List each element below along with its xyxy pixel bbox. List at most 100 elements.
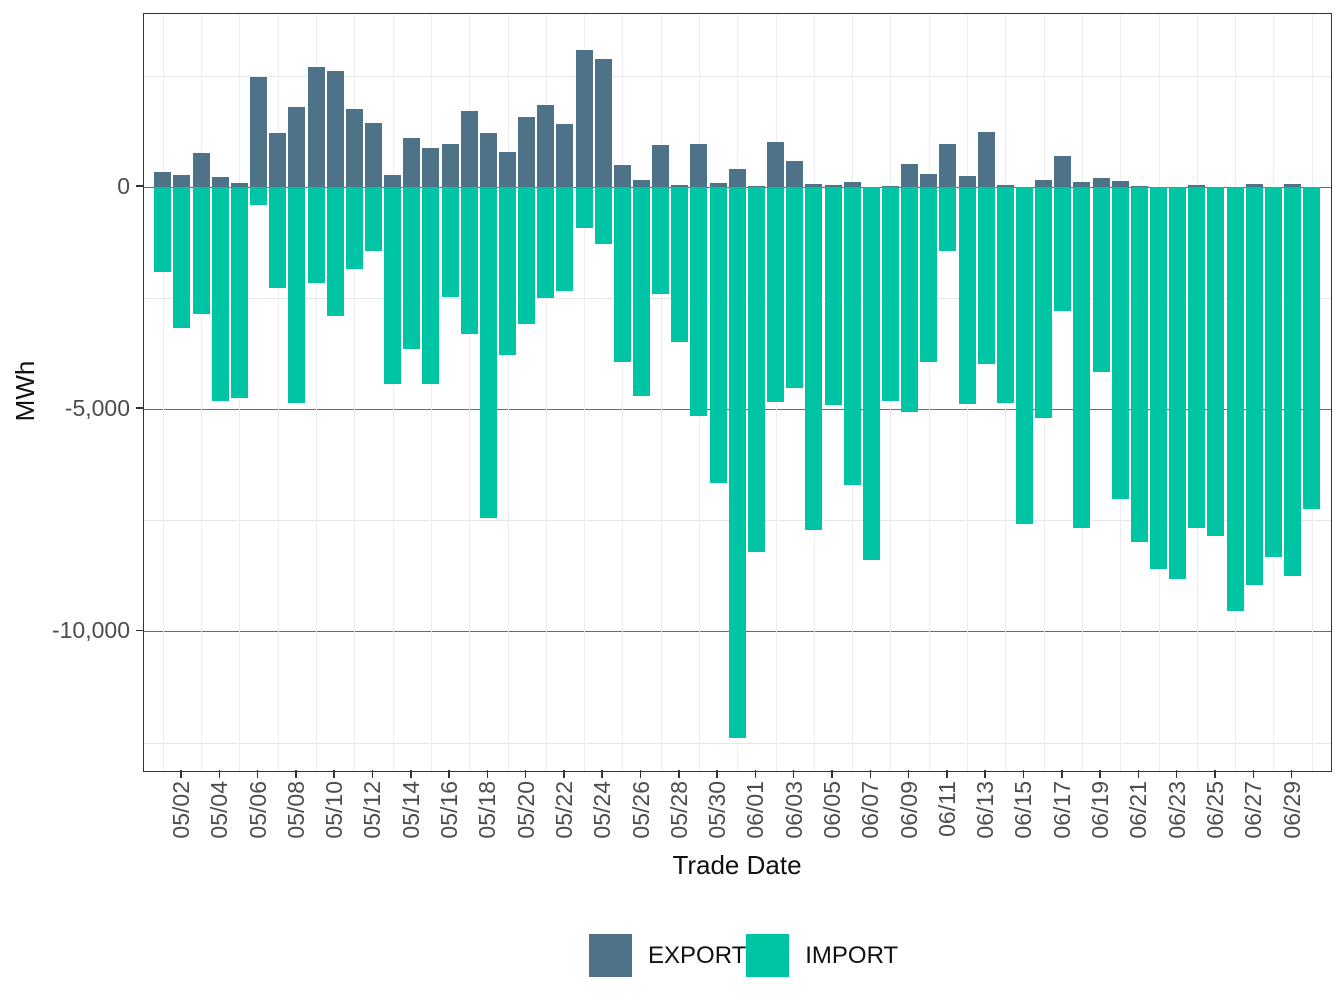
- import-bar: [1284, 187, 1302, 576]
- gridline-minor-x: [928, 14, 930, 771]
- import-bar: [652, 187, 670, 295]
- import-bar: [709, 187, 727, 483]
- export-bar: [1245, 183, 1263, 187]
- import-bar: [307, 187, 325, 283]
- gridline-minor-x: [622, 14, 624, 771]
- gridline-minor-x: [430, 14, 432, 771]
- x-axis-tick-label: 05/18: [474, 781, 501, 839]
- gridline-minor-x: [354, 14, 356, 771]
- export-bar: [843, 182, 861, 187]
- export-bar: [422, 148, 440, 187]
- export-bar: [403, 138, 421, 187]
- export-bar: [556, 124, 574, 187]
- x-axis-tick-label: 06/03: [780, 781, 807, 839]
- export-bar: [1092, 178, 1110, 187]
- export-bar: [881, 186, 899, 187]
- export-bar: [575, 50, 593, 187]
- import-bar: [479, 187, 497, 518]
- x-axis-tick-label: 05/10: [321, 781, 348, 839]
- x-axis-tick-label: 05/30: [704, 781, 731, 839]
- export-bar: [920, 173, 938, 187]
- import-bar: [594, 187, 612, 244]
- import-bar: [1035, 187, 1053, 418]
- import-bar: [996, 187, 1014, 403]
- import-bar: [154, 187, 172, 272]
- import-bar: [326, 187, 344, 316]
- import-bar: [1169, 187, 1187, 579]
- export-bar: [441, 143, 459, 187]
- x-axis-tick: [1137, 770, 1140, 778]
- export-bar: [901, 164, 919, 187]
- export-bar: [690, 143, 708, 187]
- gridline-minor-x: [469, 14, 471, 771]
- import-bar: [422, 187, 440, 385]
- import-bar: [460, 187, 478, 334]
- export-bar: [518, 116, 536, 187]
- gridline-minor-x: [277, 14, 279, 771]
- x-axis-tick-label: 05/20: [512, 781, 539, 839]
- import-bar: [1092, 187, 1110, 372]
- export-bar: [633, 180, 651, 187]
- y-axis-tick-label: -10,000: [51, 617, 130, 644]
- x-axis-tick-label: 06/09: [895, 781, 922, 839]
- x-axis-tick-label: 06/27: [1240, 781, 1267, 839]
- import-bar: [441, 187, 459, 297]
- import-bar: [881, 187, 899, 402]
- export-bar: [1130, 186, 1148, 187]
- import-bar: [403, 187, 421, 350]
- import-bar: [728, 187, 746, 739]
- export-bar: [364, 122, 382, 187]
- export-bar: [537, 104, 555, 187]
- export-bar: [326, 71, 344, 187]
- export-bar: [652, 144, 670, 187]
- export-bar: [1111, 180, 1129, 187]
- import-bar: [977, 187, 995, 365]
- legend-swatch-export: [589, 934, 632, 977]
- x-axis-tick-label: 06/25: [1201, 781, 1228, 839]
- x-axis-tick: [333, 770, 335, 778]
- x-axis-tick: [716, 770, 718, 778]
- import-bar: [633, 187, 651, 397]
- x-axis-tick: [1290, 770, 1293, 778]
- export-bar: [613, 164, 631, 187]
- export-bar: [288, 106, 306, 187]
- export-bar: [1188, 185, 1206, 187]
- x-axis-tick: [256, 770, 259, 778]
- export-bar: [671, 184, 689, 187]
- export-bar: [1284, 184, 1302, 187]
- import-bar: [1188, 187, 1206, 528]
- x-axis-tick: [1252, 770, 1254, 778]
- gridline-minor-x: [545, 14, 547, 771]
- import-bar: [1150, 187, 1168, 569]
- export-bar: [345, 108, 363, 187]
- export-bar: [154, 172, 172, 187]
- x-axis-tick-label: 06/11: [933, 781, 960, 837]
- x-axis-tick-label: 06/15: [1010, 781, 1037, 839]
- export-bar: [767, 141, 785, 187]
- import-bar: [1054, 187, 1072, 311]
- x-axis-tick: [218, 770, 221, 778]
- import-bar: [939, 187, 957, 251]
- gridline-minor-x: [162, 14, 164, 771]
- gridline-minor-x: [201, 14, 203, 771]
- export-bar: [307, 67, 325, 187]
- x-axis-tick-label: 05/06: [244, 781, 271, 839]
- import-bar: [250, 187, 268, 206]
- x-axis-tick: [563, 770, 565, 778]
- x-axis-tick: [869, 770, 872, 778]
- import-bar: [958, 187, 976, 404]
- import-bar: [824, 187, 842, 405]
- import-bar: [1245, 187, 1263, 585]
- export-bar: [173, 175, 191, 187]
- export-bar: [939, 144, 957, 187]
- x-axis-tick-label: 06/07: [857, 781, 884, 839]
- import-bar: [269, 187, 287, 289]
- x-axis-tick: [984, 770, 986, 778]
- x-axis-tick-label: 05/22: [550, 781, 577, 839]
- x-axis-tick-label: 06/29: [1278, 781, 1305, 839]
- x-axis-tick: [601, 770, 603, 778]
- export-bar: [460, 111, 478, 187]
- plot-panel: [143, 13, 1332, 772]
- x-axis-tick-label: 06/23: [1163, 781, 1190, 839]
- y-axis-title: MWh: [10, 360, 40, 422]
